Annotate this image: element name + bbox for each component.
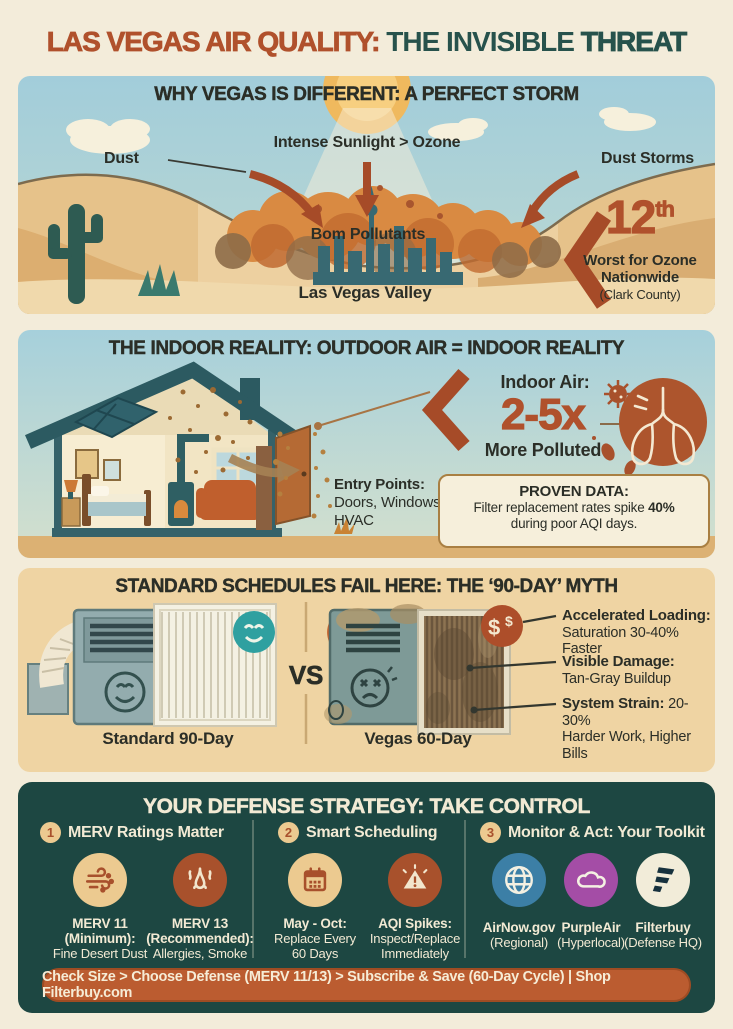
standard-filter-label: Standard 90-Day [102, 729, 234, 748]
dust-connector-line [167, 159, 247, 173]
column-header-toolkit: 3 Monitor & Act: Your Toolkit [480, 822, 705, 843]
svg-text:$: $ [505, 613, 513, 629]
section-perfect-storm: WHY VEGAS IS DIFFERENT: A PERFECT STORM … [18, 76, 715, 314]
wind-dust-icon [73, 853, 127, 907]
dirty-hvac-unit [324, 604, 426, 726]
sunlight-ozone-label: Intense Sunlight > Ozone [273, 134, 461, 151]
airnow-label: AirNow.gov (Regional) [482, 920, 556, 950]
ozone-rank-caption: Worst for Ozone Nationwide (Clark County… [583, 252, 697, 302]
happy-badge-icon [233, 611, 275, 653]
stressed-face [350, 666, 398, 708]
filterbuy-logo-icon [636, 853, 690, 907]
indoor-section-header: THE INDOOR REALITY: OUTDOOR AIR = INDOOR… [108, 338, 625, 359]
door-dust-particles [273, 431, 332, 519]
step-3-badge: 3 [480, 822, 501, 843]
cactus-icon [48, 204, 103, 304]
nightstand-lamp-icon [61, 480, 81, 527]
clean-hvac-unit [27, 608, 178, 726]
bullet-accelerated-loading: Accelerated Loading: Saturation 30-40% F… [562, 607, 711, 657]
column-header-merv: 1 MERV Ratings Matter [40, 822, 224, 843]
lungs-icon [619, 378, 707, 466]
step-2-badge: 2 [278, 822, 299, 843]
aqi-spikes-label: AQI Spikes: Inspect/Replace Immediately [369, 916, 461, 961]
merv13-label: MERV 13 (Recommended): Allergies, Smoke [146, 916, 254, 961]
warning-icon [388, 853, 442, 907]
title-accent: LAS VEGAS AIR QUALITY: [46, 26, 380, 58]
merv11-label: MERV 11 (Minimum): Fine Desert Dust [52, 916, 148, 961]
vs-label: VS [288, 660, 324, 691]
rank-chevron-icon [563, 211, 612, 309]
filter-comparison-illustration: $ $ [27, 602, 557, 744]
wood-stove-icon [168, 434, 209, 526]
cost-badge-icon: $ $ [481, 605, 523, 647]
leader-line [317, 391, 431, 427]
ozone-rank-number: 12th [605, 190, 675, 243]
desert-plant [334, 517, 355, 534]
dune-crest-line [18, 162, 715, 270]
happy-face [104, 671, 146, 713]
storm-section-header: WHY VEGAS IS DIFFERENT: A PERFECT STORM [154, 84, 579, 105]
bed-icon [82, 474, 151, 526]
svg-text:$: $ [488, 615, 500, 640]
dust-storm-arrow [521, 170, 580, 228]
entry-points-list: Entry Points: Doors, Windows, HVAC [334, 476, 445, 529]
desert-valley-illustration [18, 76, 715, 314]
wall-picture [75, 449, 99, 479]
nose-icon [173, 853, 227, 907]
dust-storms-label: Dust Storms [601, 150, 694, 167]
bullet-system-strain: System Strain: 20-30% Harder Work, Highe… [562, 695, 691, 762]
airflow-arrow [227, 453, 300, 483]
indoor-chevron-icon [421, 369, 470, 451]
section-90-day-myth: $ $ STANDARD SCHEDULES FAIL HERE: THE ‘9… [18, 568, 715, 772]
step-1-badge: 1 [40, 822, 61, 843]
agave-icon [138, 264, 180, 296]
section-defense-strategy: YOUR DEFENSE STRATEGY: TAKE CONTROL 1 ME… [18, 782, 715, 1013]
solar-panels-icon [73, 396, 159, 439]
may-oct-label: May - Oct: Replace Every 60 Days [274, 916, 356, 961]
cloud-icons [66, 107, 656, 154]
pollutants-label: Bom Pollutants [310, 226, 426, 243]
title-mid: THE INVISIBLE [379, 26, 581, 57]
indoor-air-label: Indoor Air: [500, 372, 590, 392]
open-door-icon [256, 424, 311, 530]
las-vegas-skyline [313, 186, 463, 285]
proven-data-callout: PROVEN DATA: Filter replacement rates sp… [438, 474, 710, 548]
purpleair-label: PurpleAir (Hyperlocal) [557, 920, 625, 950]
indoor-dust-particles [168, 387, 253, 474]
column-header-scheduling: 2 Smart Scheduling [278, 822, 438, 843]
globe-icon [492, 853, 546, 907]
couch-icon [196, 480, 262, 520]
bullet-visible-damage: Visible Damage: Tan-Gray Buildup [562, 653, 675, 687]
vegas-filter-label: Vegas 60-Day [364, 729, 472, 748]
column-divider [252, 820, 254, 958]
sunlight-arrow [355, 162, 379, 217]
cta-banner: Check Size > Choose Defense (MERV 11/13)… [42, 968, 691, 1002]
wall-picture [103, 459, 121, 481]
title-bold: THREAT [580, 26, 687, 58]
bullet-leader-lines [469, 614, 557, 712]
cloud-icon [564, 853, 618, 907]
page-title: LAS VEGAS AIR QUALITY: THE INVISIBLE THR… [0, 26, 733, 58]
section-indoor-reality: THE INDOOR REALITY: OUTDOOR AIR = INDOOR… [18, 330, 715, 558]
house-icon [25, 361, 355, 537]
pollution-multiplier: 2-5x [500, 389, 586, 439]
dust-label: Dust [104, 150, 139, 167]
more-polluted-label: More Polluted [484, 440, 602, 460]
valley-label: Las Vegas Valley [298, 283, 432, 302]
column-divider [464, 820, 466, 958]
filterbuy-label: Filterbuy (Defense HQ) [624, 920, 702, 950]
defense-section-header: YOUR DEFENSE STRATEGY: TAKE CONTROL [143, 795, 591, 819]
dust-arrow [248, 170, 323, 228]
calendar-icon [288, 853, 342, 907]
myth-section-header: STANDARD SCHEDULES FAIL HERE: THE ‘90-DA… [115, 576, 618, 597]
